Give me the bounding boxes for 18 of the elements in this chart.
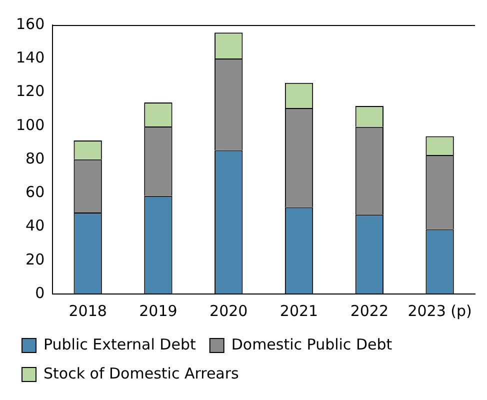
legend-label: Public External Debt [44,335,196,354]
y-tick-label: 120 [16,82,45,100]
y-tick-label: 80 [26,149,45,168]
x-tick-label: 2023 (p) [408,302,472,320]
x-tick-label: 2018 [68,302,107,320]
x-tick-label: 2021 [280,302,318,320]
x-tick-label: 2022 [350,302,388,320]
y-tick-label: 160 [16,14,45,33]
y-tick-label: 0 [35,284,45,302]
legend-label: Stock of Domestic Arrears [44,364,240,382]
x-tick-label: 2020 [210,302,248,320]
y-tick-label: 20 [26,250,45,268]
y-tick-label: 100 [16,116,45,134]
x-tick-label: 2019 [139,302,178,320]
legend-label: Domestic Public Debt [231,335,392,354]
y-tick-label: 140 [16,48,45,67]
y-tick-label: 60 [26,183,45,202]
y-tick-label: 40 [26,216,45,235]
